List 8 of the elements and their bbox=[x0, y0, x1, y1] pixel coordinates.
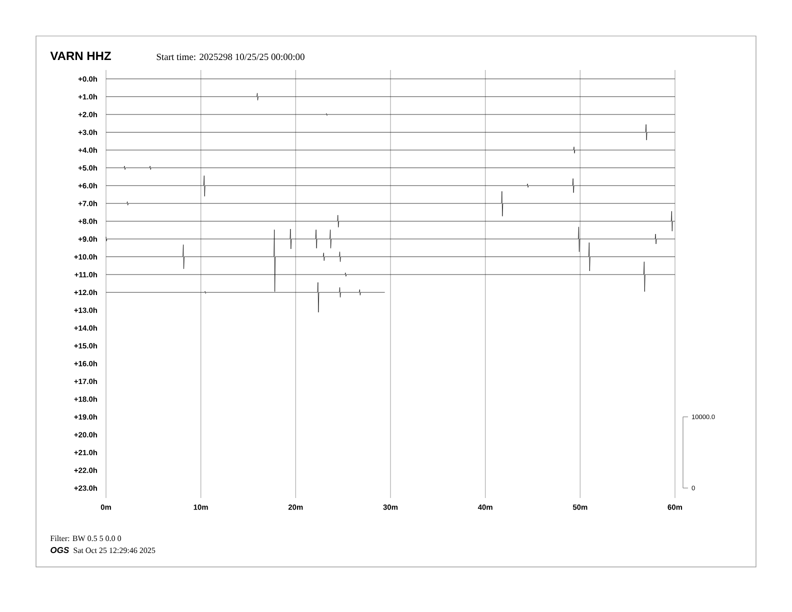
chart-title: VARN HHZ bbox=[50, 52, 111, 60]
line-series bbox=[106, 191, 676, 216]
chart-subtitle: Start time: 2025298 10/25/25 00:00:00 bbox=[156, 54, 304, 60]
text: Sat Oct 25 12:29:46 2025 bbox=[74, 548, 156, 554]
line-series bbox=[106, 175, 676, 196]
line-series bbox=[106, 211, 676, 232]
text: OGS bbox=[50, 547, 70, 554]
text: Filter: BW 0.5 5 0.0 0 bbox=[50, 535, 122, 542]
